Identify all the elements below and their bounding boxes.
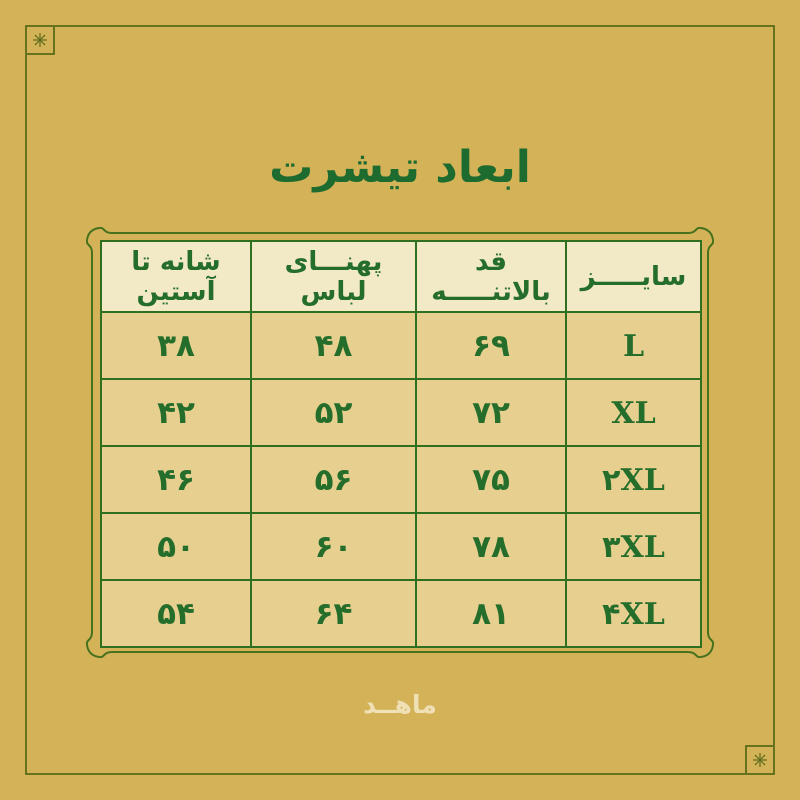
page-title: ابعاد تیشرت bbox=[269, 142, 531, 193]
corner-star-box-bottom-right bbox=[745, 745, 775, 775]
cell-garment-width: ۶۰ bbox=[250, 512, 417, 581]
cell-torso-length: ۸۱ bbox=[415, 579, 567, 648]
header-garment-width: پهنـــای لباس bbox=[250, 240, 417, 313]
cell-shoulder-sleeve: ۵۴ bbox=[100, 579, 252, 648]
cell-shoulder-sleeve: ۴۶ bbox=[100, 445, 252, 514]
cell-torso-length: ۷۸ bbox=[415, 512, 567, 581]
cell-size: ۲XL bbox=[565, 445, 702, 514]
header-shoulder-sleeve: شانه تا آستین bbox=[100, 240, 252, 313]
cell-shoulder-sleeve: ۳۸ bbox=[100, 311, 252, 380]
cell-garment-width: ۵۲ bbox=[250, 378, 417, 447]
table-row: ۳XL ۷۸ ۶۰ ۵۰ bbox=[100, 512, 702, 581]
table-row: XL ۷۲ ۵۲ ۴۲ bbox=[100, 378, 702, 447]
brand-watermark: ماهــد bbox=[363, 690, 437, 719]
cell-shoulder-sleeve: ۵۰ bbox=[100, 512, 252, 581]
star-icon bbox=[753, 753, 767, 767]
cell-shoulder-sleeve: ۴۲ bbox=[100, 378, 252, 447]
size-label: ۴XL bbox=[602, 596, 665, 632]
star-icon bbox=[33, 33, 47, 47]
size-label: ۲XL bbox=[602, 462, 665, 498]
header-torso-length: قد بالاتنـــــه bbox=[415, 240, 567, 313]
cell-size: L bbox=[565, 311, 702, 380]
ornamental-frame bbox=[86, 227, 714, 658]
cell-garment-width: ۵۶ bbox=[250, 445, 417, 514]
cell-torso-length: ۶۹ bbox=[415, 311, 567, 380]
cell-size: XL bbox=[565, 378, 702, 447]
page-border bbox=[25, 25, 775, 775]
table-row: L ۶۹ ۴۸ ۳۸ bbox=[100, 311, 702, 380]
table-header-row: سایـــــز قد بالاتنـــــه پهنـــای لباس … bbox=[100, 240, 702, 313]
size-table: سایـــــز قد بالاتنـــــه پهنـــای لباس … bbox=[100, 240, 702, 648]
table-row: ۲XL ۷۵ ۵۶ ۴۶ bbox=[100, 445, 702, 514]
ornamental-corner bbox=[86, 227, 113, 254]
table-row: ۴XL ۸۱ ۶۴ ۵۴ bbox=[100, 579, 702, 648]
cell-torso-length: ۷۵ bbox=[415, 445, 567, 514]
cell-size: ۴XL bbox=[565, 579, 702, 648]
cell-torso-length: ۷۲ bbox=[415, 378, 567, 447]
header-size: سایـــــز bbox=[565, 240, 702, 313]
size-label: L bbox=[622, 328, 645, 364]
cell-garment-width: ۴۸ bbox=[250, 311, 417, 380]
size-label: XL bbox=[611, 395, 656, 431]
corner-star-box-top-left bbox=[25, 25, 55, 55]
size-label: ۳XL bbox=[602, 529, 665, 565]
table-sheet: سایـــــز قد بالاتنـــــه پهنـــای لباس … bbox=[86, 227, 714, 658]
cell-size: ۳XL bbox=[565, 512, 702, 581]
cell-garment-width: ۶۴ bbox=[250, 579, 417, 648]
